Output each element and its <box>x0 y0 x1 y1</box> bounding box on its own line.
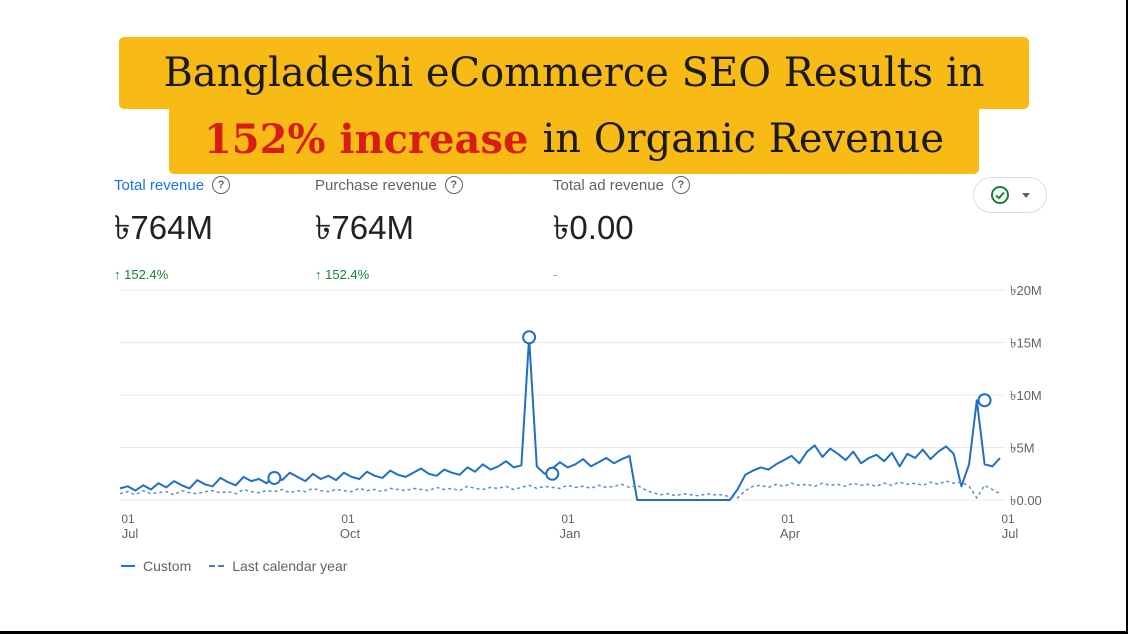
legend-label-custom: Custom <box>143 558 192 574</box>
x-tick-label: Jul <box>1002 526 1019 541</box>
headline-line-1: Bangladeshi eCommerce SEO Results in <box>119 37 1029 109</box>
headline-text: Bangladeshi eCommerce SEO Results in <box>163 50 985 96</box>
metric-change: - <box>553 267 558 282</box>
data-point-marker <box>977 393 992 408</box>
x-tick-label: Jul <box>122 526 139 541</box>
headline-line-2: 152% increase in Organic Revenue <box>169 104 979 174</box>
help-icon[interactable]: ? <box>671 176 690 194</box>
revenue-line-chart: ৳20M৳15M৳10M৳5M৳0.00 01Jul01Oct01Jan01Ap… <box>119 283 1042 541</box>
legend-label-last-year: Last calendar year <box>232 558 348 574</box>
x-tick-label: 01 <box>561 512 575 526</box>
series-line-last-year <box>119 480 1001 499</box>
y-tick-label: ৳20M <box>1010 283 1042 298</box>
metric-card-purchase-revenue[interactable]: Purchase revenue ? ৳764M ↑ 152.4% <box>315 176 463 282</box>
help-icon[interactable]: ? <box>444 176 463 194</box>
status-dropdown[interactable] <box>973 177 1047 213</box>
metric-value: ৳764M <box>114 209 213 246</box>
y-tick-label: ৳5M <box>1010 441 1035 456</box>
x-tick-label: 01 <box>341 512 355 526</box>
metric-label: Purchase revenue <box>315 176 437 194</box>
chart-legend: Custom Last calendar year <box>121 558 347 574</box>
help-icon[interactable]: ? <box>212 176 231 194</box>
data-point-marker <box>545 466 560 481</box>
metric-value: ৳0.00 <box>553 209 634 246</box>
x-tick-label: Apr <box>780 526 801 541</box>
data-point-marker <box>522 330 537 345</box>
x-tick-label: 01 <box>121 512 135 526</box>
metric-card-total-ad-revenue[interactable]: Total ad revenue ? ৳0.00 - <box>553 176 690 282</box>
headline-highlight: 152% increase <box>203 115 529 163</box>
y-tick-label: ৳10M <box>1010 388 1042 403</box>
metric-change: ↑ 152.4% <box>315 267 370 282</box>
x-tick-label: 01 <box>781 512 795 526</box>
metric-label: Total ad revenue <box>553 176 664 194</box>
chevron-down-icon <box>1022 192 1030 198</box>
series-line-custom <box>119 336 1001 501</box>
metric-card-total-revenue[interactable]: Total revenue ? ৳764M ↑ 152.4% <box>114 176 231 282</box>
y-tick-label: ৳0.00 <box>1010 493 1042 508</box>
x-tick-label: Oct <box>340 526 361 541</box>
y-tick-label: ৳15M <box>1010 336 1042 351</box>
x-tick-label: 01 <box>1001 512 1015 526</box>
x-tick-label: Jan <box>560 526 581 541</box>
metric-label: Total revenue <box>114 176 205 194</box>
headline-rest: in Organic Revenue <box>542 116 945 162</box>
data-point-marker <box>267 470 282 485</box>
legend-swatch-custom <box>121 565 135 567</box>
metric-value: ৳764M <box>315 209 414 246</box>
metric-change: ↑ 152.4% <box>114 267 169 282</box>
legend-swatch-last-year <box>209 565 225 567</box>
check-circle-icon <box>991 186 1009 204</box>
